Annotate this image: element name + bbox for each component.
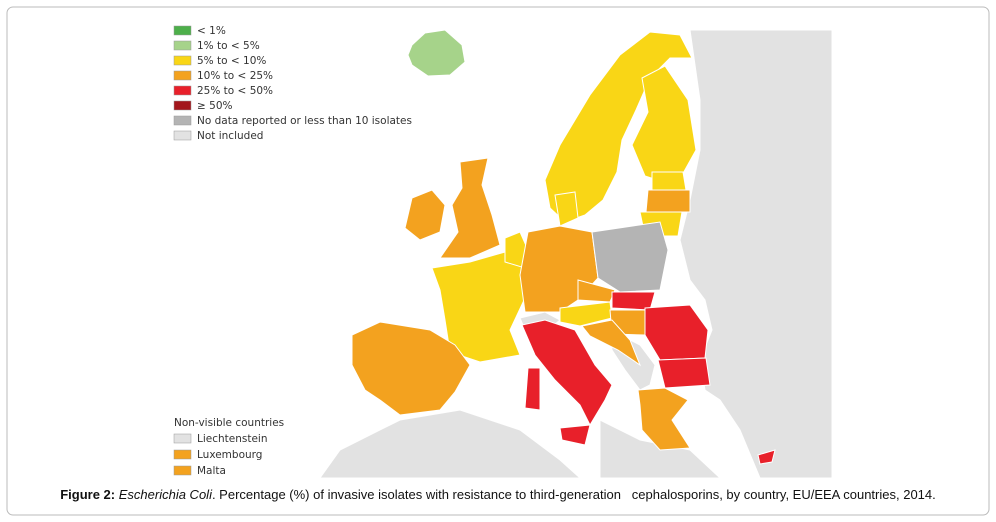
non-visible-legend: Non-visible countries Liechtenstein Luxem… [173, 417, 284, 477]
latvia [645, 189, 691, 213]
legend-label: Liechtenstein [197, 433, 268, 445]
estonia [651, 171, 687, 191]
map [319, 29, 833, 479]
legend-swatch [173, 70, 192, 81]
caption: Figure 2: Escherichia Coli. Percentage (… [0, 487, 996, 502]
land-non-eu [319, 409, 582, 479]
sicily [559, 424, 591, 446]
legend-swatch [173, 55, 192, 66]
legend-swatch [173, 449, 192, 460]
legend-swatch [173, 25, 192, 36]
iceland [407, 29, 466, 77]
legend-label: < 1% [197, 25, 226, 37]
legend-label: Luxembourg [197, 449, 262, 461]
norway-sweden [544, 31, 693, 223]
italy [521, 319, 613, 427]
legend-label: No data reported or less than 10 isolate… [197, 115, 412, 127]
caption-organism: Escherichia Coli [118, 487, 212, 502]
legend-label: Not included [197, 130, 263, 142]
france [431, 251, 526, 363]
legend-swatch [173, 465, 192, 476]
legend-swatch [173, 100, 192, 111]
united-kingdom [439, 157, 501, 259]
greece [637, 387, 691, 451]
frame [6, 6, 990, 516]
poland [591, 221, 669, 293]
austria [559, 301, 613, 327]
romania [644, 304, 709, 361]
caption-label: Figure 2: [60, 487, 116, 502]
legend-swatch [173, 130, 192, 141]
land-non-eu [679, 29, 833, 479]
legend-label: Malta [197, 465, 226, 477]
cyprus [757, 449, 776, 465]
legend-label: 1% to < 5% [197, 40, 260, 52]
legend-label: 25% to < 50% [197, 85, 273, 97]
legend-label: ≥ 50% [197, 100, 232, 112]
legend-label: 5% to < 10% [197, 55, 266, 67]
denmark [554, 191, 579, 227]
sardinia [524, 367, 541, 411]
bulgaria [657, 357, 711, 389]
legend-label: 10% to < 25% [197, 70, 273, 82]
legend-swatch [173, 85, 192, 96]
ireland [404, 189, 446, 241]
slovenia-croatia [581, 319, 642, 367]
legend-swatch [173, 115, 192, 126]
spain-portugal [351, 321, 471, 416]
legend: < 1% 1% to < 5% 5% to < 10% 10% to < 25% 25%… [173, 25, 412, 142]
legend-swatch [173, 40, 192, 51]
caption-text: . Percentage (%) of invasive isolates wi… [211, 487, 936, 502]
legend-swatch [173, 433, 192, 444]
non-visible-title: Non-visible countries [174, 417, 284, 429]
